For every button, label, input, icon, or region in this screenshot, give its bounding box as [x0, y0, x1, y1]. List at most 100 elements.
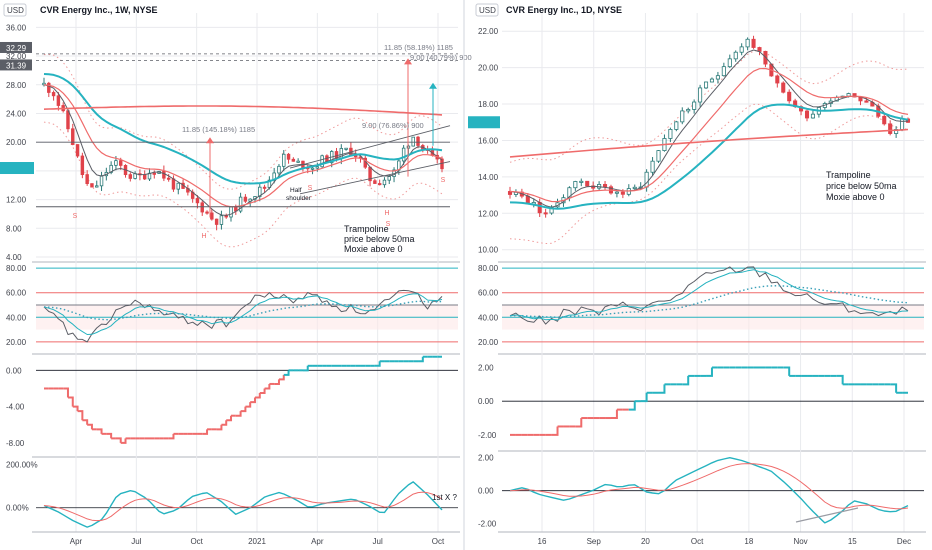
- left-candle: [416, 136, 420, 146]
- right-candle: [882, 115, 887, 125]
- left-candle: [310, 167, 315, 170]
- left-candle: [229, 206, 233, 218]
- left-pattern-mark: S: [386, 221, 391, 228]
- right-ma200: [509, 128, 909, 158]
- right-rsi-long: [509, 285, 909, 318]
- left-candle: [291, 158, 296, 162]
- left-osc-step: [63, 387, 69, 398]
- right-time-tick-label: Dec: [897, 537, 911, 546]
- right-osc-tick-label: -2.00: [478, 431, 497, 440]
- right-candle: [721, 66, 726, 77]
- right-osc-step: [640, 392, 648, 403]
- left-pattern-mark: S: [73, 213, 78, 220]
- right-time-tick-label: Nov: [793, 537, 807, 546]
- left-osc-step: [120, 438, 127, 444]
- right-currency-box: [475, 3, 499, 17]
- left-candle: [286, 153, 291, 160]
- left-candle: [282, 153, 286, 167]
- left-badge-value: 31.39: [6, 61, 27, 70]
- right-candle: [787, 91, 792, 102]
- left-osc-tick-label: -8.00: [6, 439, 25, 448]
- left-osc-step: [82, 419, 89, 425]
- left-rsi-tick-label: 40.00: [6, 313, 27, 322]
- left-osc-step: [278, 374, 285, 381]
- left-candle: [320, 155, 324, 168]
- left-mid-ma: [43, 84, 443, 208]
- right-rsi-tick-label: 60.00: [478, 289, 499, 298]
- right-price-tick-label: 20.00: [478, 64, 499, 73]
- left-measure-arrowhead: [404, 58, 412, 65]
- left-price-tick-label: 8.00: [6, 224, 22, 233]
- left-time-tick-label: Apr: [70, 537, 83, 546]
- right-osc-step: [890, 383, 898, 393]
- left-rsi-tick-label: 80.00: [6, 264, 27, 273]
- left-candle: [114, 160, 118, 166]
- right-candle: [603, 184, 608, 188]
- left-currency-label: USD: [7, 6, 24, 15]
- right-candle: [703, 81, 709, 89]
- left-candle: [377, 183, 382, 186]
- right-candle: [656, 150, 661, 162]
- left-candle: [152, 172, 157, 175]
- left-osc-step: [106, 432, 113, 439]
- left-osc-step: [283, 370, 290, 376]
- left-candle: [195, 198, 200, 204]
- left-candle: [71, 128, 75, 145]
- left-candle: [51, 92, 56, 97]
- left-osc-step: [77, 410, 84, 421]
- left-candle: [214, 218, 219, 225]
- left-candle: [373, 180, 377, 184]
- right-rsi-tick-label: 40.00: [478, 313, 499, 322]
- right-candle: [775, 75, 780, 84]
- left-osc-step: [274, 379, 280, 385]
- left-osc-step: [226, 415, 233, 422]
- left-pct-tick-label: 200.00%: [6, 461, 38, 470]
- left-candle: [411, 136, 415, 147]
- left-candle: [219, 215, 224, 225]
- right-candle: [745, 38, 750, 48]
- right-candle: [900, 118, 905, 130]
- right-candle: [668, 129, 673, 139]
- right-title: CVR Energy Inc., 1D, NYSE: [506, 5, 622, 15]
- left-osc-step: [264, 383, 271, 390]
- left-candle: [42, 82, 46, 86]
- right-time-tick-label: 15: [848, 537, 857, 546]
- left-candle: [95, 185, 99, 188]
- left-osc-step: [115, 437, 122, 443]
- left-price-tick-label: 32.00: [6, 52, 27, 61]
- left-candle: [56, 95, 61, 106]
- left-osc-step: [245, 402, 252, 408]
- right-osc-step: [783, 366, 791, 376]
- right-note-line: price below 50ma: [826, 181, 897, 191]
- right-currency-label: USD: [479, 6, 496, 15]
- right-osc-step: [551, 426, 559, 436]
- left-osc-step: [254, 393, 261, 399]
- left-price-tick-label: 28.00: [6, 81, 27, 90]
- left-ma50: [43, 73, 443, 185]
- left-osc-step: [418, 356, 424, 363]
- left-measure-arrowhead: [429, 82, 437, 89]
- right-candle: [573, 181, 578, 189]
- right-mid-ma: [509, 67, 909, 203]
- left-measure-b-label: 9.00 (76.86%) 900: [362, 121, 424, 130]
- left-badge-box: [0, 41, 32, 53]
- right-macd-tick-label: -2.00: [478, 520, 497, 529]
- left-time-tick-label: Apr: [311, 537, 324, 546]
- right-candle: [644, 171, 649, 188]
- left-candle: [166, 177, 171, 180]
- right-candle: [537, 202, 542, 214]
- left-candle: [85, 174, 89, 184]
- left-half-shoulder-label: Half: [290, 187, 302, 194]
- left-candle: [162, 170, 166, 179]
- left-candle: [66, 110, 70, 130]
- left-candle: [90, 183, 94, 188]
- left-candle: [176, 182, 180, 190]
- right-osc-step: [610, 409, 618, 420]
- left-pct-tick-label: 0.00%: [6, 504, 29, 513]
- left-channel-upper: [289, 125, 451, 169]
- right-candle: [674, 121, 679, 130]
- left-candle: [277, 165, 281, 174]
- right-macd-signal: [509, 463, 909, 510]
- right-candle: [585, 180, 590, 187]
- right-time-tick-label: 18: [744, 537, 753, 546]
